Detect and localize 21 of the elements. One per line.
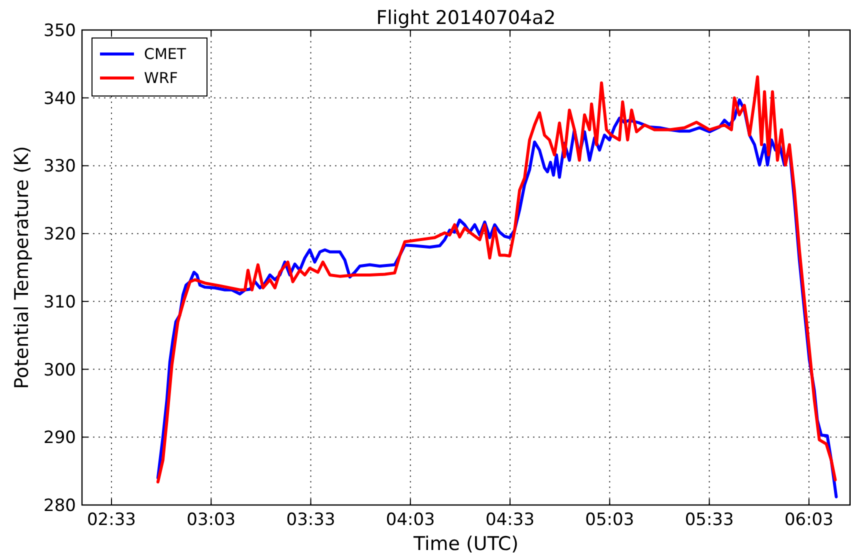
y-tick-label: 310: [44, 292, 76, 312]
y-tick-label: 290: [44, 428, 76, 448]
x-tick-label: 02:33: [86, 510, 136, 530]
x-tick-label: 05:33: [684, 510, 734, 530]
y-axis-title: Potential Temperature (K): [11, 146, 33, 389]
y-tick-label: 340: [44, 88, 76, 109]
y-tick-label: 330: [44, 156, 76, 177]
y-tick-label: 280: [44, 496, 76, 516]
x-axis-title: Time (UTC): [412, 533, 519, 555]
y-tick-label: 300: [44, 360, 76, 380]
x-tick-label: 04:03: [386, 510, 435, 530]
x-tick-label: 03:33: [286, 510, 336, 530]
y-tick-label: 320: [44, 224, 76, 245]
legend-label: WRF: [144, 69, 178, 87]
x-tick-label: 03:03: [186, 510, 236, 530]
legend-label: CMET: [144, 45, 187, 63]
x-tick-label: 06:03: [784, 510, 834, 530]
y-tick-label: 350: [44, 21, 76, 41]
x-tick-label: 04:33: [486, 510, 535, 530]
chart-title: Flight 20140704a2: [376, 7, 556, 29]
x-tick-label: 05:03: [585, 510, 634, 530]
